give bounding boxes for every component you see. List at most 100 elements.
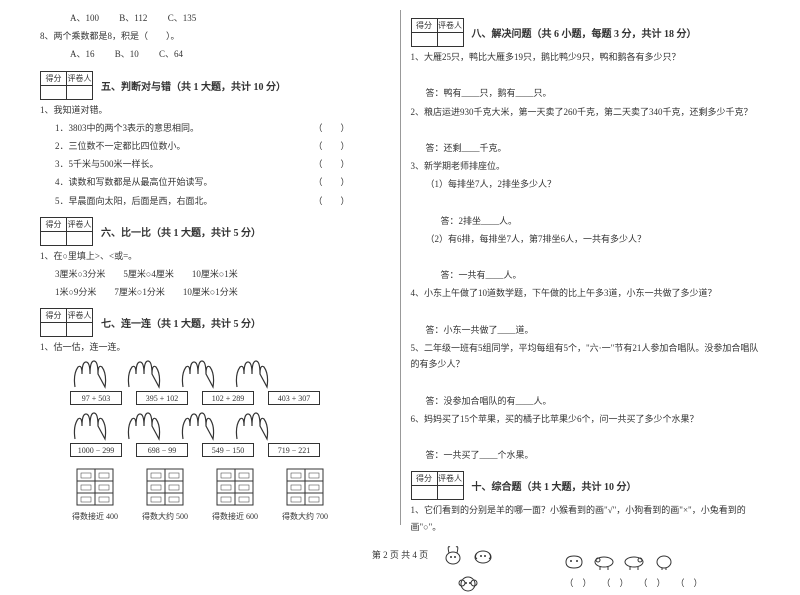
score-blank	[67, 231, 93, 245]
section-10-header: 得分评卷人 十、综合题（共 1 大题，共计 10 分）	[411, 471, 761, 500]
section-5-header: 得分 评卷人 五、判断对与错（共 1 大题，共计 10 分）	[40, 71, 390, 100]
score-blank	[41, 85, 67, 99]
score-blank	[67, 85, 93, 99]
sec8-a3-1: 答：2排坐____人。	[411, 213, 761, 229]
sec8-a1: 答：鸭有____只，鹅有____只。	[411, 85, 761, 101]
q7-opt-c: C、135	[168, 13, 197, 23]
sec7-lead: 1、估一估，连一连。	[40, 339, 390, 355]
sec5-item: 4．读数和写数都是从最高位开始读写。 （ ）	[40, 174, 390, 190]
cabinet-icon	[283, 465, 327, 509]
sec5-lead: 1、我知道对错。	[40, 102, 390, 118]
score-table: 得分 评卷人	[40, 71, 93, 100]
eq-box: 698 − 99	[136, 443, 188, 457]
sec8-q3: 3、新学期老师排座位。	[411, 158, 761, 174]
page-footer: 第 2 页 共 4 页	[0, 548, 800, 561]
hand-icon	[178, 411, 218, 441]
blank-line	[411, 195, 761, 211]
cabinet-item: 得数接近 600	[210, 465, 260, 522]
score-blank	[437, 33, 463, 47]
monkey-icon	[456, 571, 480, 595]
score-table: 得分评卷人	[40, 217, 93, 246]
sec8-a2: 答：还剩____千克。	[411, 140, 761, 156]
q8-opt-c: C、64	[159, 49, 183, 59]
eq-box: 97 + 503	[70, 391, 122, 405]
cabinet-icon	[143, 465, 187, 509]
q7-opt-a: A、100	[70, 13, 99, 23]
cabinet-label: 得数大约 500	[142, 511, 188, 522]
hand-icon	[70, 359, 110, 389]
answer-paren: （ ）	[639, 576, 666, 589]
cabinet-label: 得数接近 400	[72, 511, 118, 522]
hand-icon	[232, 411, 272, 441]
judge-paren: （ ）	[313, 120, 349, 136]
paren-row: （ ） （ ） （ ） （ ）	[565, 576, 703, 589]
hand-row-1	[70, 359, 390, 389]
q8-text: 8、两个乘数都是8，积是（ ）。	[40, 28, 390, 44]
judge-paren: （ ）	[313, 174, 349, 190]
hand-icon	[178, 359, 218, 389]
hand-icon	[124, 359, 164, 389]
score-col-2: 评卷人	[67, 71, 93, 85]
section-6-title: 六、比一比（共 1 大题，共计 5 分）	[101, 224, 261, 239]
score-table: 得分评卷人	[411, 471, 464, 500]
score-col-1: 得分	[41, 71, 67, 85]
eq-box: 1000 − 299	[70, 443, 122, 457]
judge-paren: （ ）	[313, 138, 349, 154]
sec5-item-text: 2．三位数不一定都比四位数小。	[55, 141, 186, 151]
sec8-a3-2: 答：一共有____人。	[411, 267, 761, 283]
eq-box: 102 + 289	[202, 391, 254, 405]
sec6-row: 3厘米○3分米 5厘米○4厘米 10厘米○1米	[40, 266, 390, 282]
score-col-2: 评卷人	[437, 472, 463, 486]
sec8-q2: 2、粮店运进930千克大米，第一天卖了260千克，第二天卖了340千克，还剩多少…	[411, 104, 761, 120]
score-col-2: 评卷人	[67, 217, 93, 231]
page-container: A、100 B、112 C、135 8、两个乘数都是8，积是（ ）。 A、16 …	[0, 0, 800, 545]
sec6-row: 1米○9分米 7厘米○1分米 10厘米○1分米	[40, 284, 390, 300]
score-col-2: 评卷人	[437, 19, 463, 33]
sec5-item-text: 3．5千米与500米一样长。	[55, 159, 159, 169]
eq-row-1: 97 + 503 395 + 102 102 + 289 403 + 307	[70, 391, 390, 405]
sec5-item-text: 1．3803中的两个3表示的意思相同。	[55, 123, 199, 133]
score-col-2: 评卷人	[67, 309, 93, 323]
hand-icon	[70, 411, 110, 441]
eq-box: 403 + 307	[268, 391, 320, 405]
cabinet-label: 得数接近 600	[212, 511, 258, 522]
eq-box: 549 − 150	[202, 443, 254, 457]
cabinet-icon	[213, 465, 257, 509]
blank-line	[411, 122, 761, 138]
blank-line	[411, 249, 761, 265]
q8-options: A、16 B、10 C、64	[40, 46, 390, 62]
sec8-q3-2: （2）有6排，每排坐7人，第7排坐6人，一共有多少人？	[411, 231, 761, 247]
hand-row-2	[70, 411, 390, 441]
score-blank	[437, 486, 463, 500]
section-8-header: 得分评卷人 八、解决问题（共 6 小题，每题 3 分，共计 18 分）	[411, 18, 761, 47]
sec5-item-text: 4．读数和写数都是从最高位开始读写。	[55, 177, 213, 187]
sec6-lead: 1、在○里填上>、<或=。	[40, 248, 390, 264]
eq-box: 395 + 102	[136, 391, 188, 405]
sec5-item: 2．三位数不一定都比四位数小。 （ ）	[40, 138, 390, 154]
score-col-1: 得分	[41, 217, 67, 231]
answer-paren: （ ）	[676, 576, 703, 589]
cabinet-item: 得数大约 700	[280, 465, 330, 522]
section-10-title: 十、综合题（共 1 大题，共计 10 分）	[472, 478, 637, 493]
right-column: 得分评卷人 八、解决问题（共 6 小题，每题 3 分，共计 18 分） 1、大雁…	[401, 10, 771, 525]
sec8-q5: 5、二年级一班有5组同学，平均每组有5个，"六·一"节有21人参加合唱队。没参加…	[411, 340, 761, 372]
judge-paren: （ ）	[313, 156, 349, 172]
left-column: A、100 B、112 C、135 8、两个乘数都是8，积是（ ）。 A、16 …	[30, 10, 401, 525]
q8-opt-a: A、16	[70, 49, 95, 59]
section-5-title: 五、判断对与错（共 1 大题，共计 10 分）	[101, 78, 286, 93]
score-table: 得分评卷人	[411, 18, 464, 47]
sec8-q3-1: （1）每排坐7人，2排坐多少人？	[411, 176, 761, 192]
sec8-a6: 答：一共买了____个水果。	[411, 447, 761, 463]
sec8-q4: 4、小东上午做了10道数学题，下午做的比上午多3道，小东一共做了多少道？	[411, 285, 761, 301]
score-col-1: 得分	[411, 472, 437, 486]
blank-line	[411, 67, 761, 83]
score-blank	[41, 231, 67, 245]
score-blank	[41, 323, 67, 337]
sec8-a4: 答：小东一共做了____道。	[411, 322, 761, 338]
judge-paren: （ ）	[313, 193, 349, 209]
blank-line	[411, 304, 761, 320]
score-table: 得分评卷人	[40, 308, 93, 337]
q7-options: A、100 B、112 C、135	[40, 10, 390, 26]
section-7-header: 得分评卷人 七、连一连（共 1 大题，共计 5 分）	[40, 308, 390, 337]
answer-paren: （ ）	[565, 576, 592, 589]
